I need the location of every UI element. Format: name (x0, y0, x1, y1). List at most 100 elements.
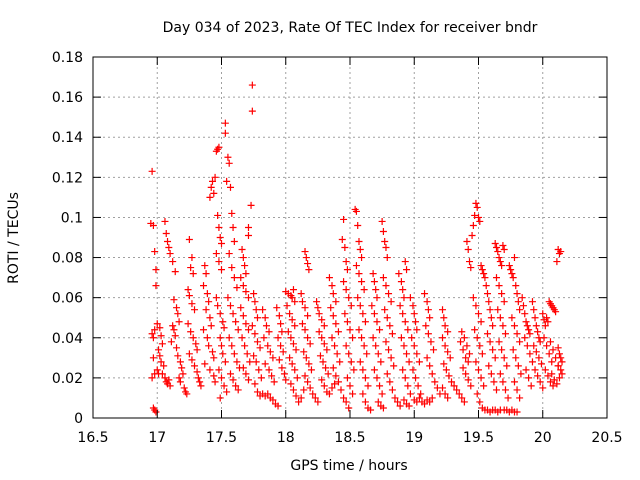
data-point (355, 238, 363, 246)
data-point (226, 183, 234, 191)
data-point (189, 334, 197, 342)
data-point (340, 215, 348, 223)
data-point (495, 338, 503, 346)
data-point (400, 294, 408, 302)
data-point (448, 378, 456, 386)
data-point (549, 382, 557, 390)
data-point (503, 362, 511, 370)
data-point (274, 402, 282, 410)
data-point (266, 348, 274, 356)
data-point (279, 348, 287, 356)
data-point (464, 358, 472, 366)
data-point (431, 378, 439, 386)
data-point (261, 360, 269, 368)
data-point (280, 370, 288, 378)
data-point (239, 312, 247, 320)
y-axis-ticks: 0 0.02 0.04 0.06 0.08 0.1 0.12 0.14 0.16 0.18 (52, 50, 607, 427)
data-point (514, 362, 522, 370)
data-point (155, 346, 163, 354)
data-point (156, 352, 164, 360)
data-point (149, 354, 157, 362)
data-point (399, 366, 407, 374)
data-point (358, 278, 366, 286)
data-point (153, 320, 161, 328)
data-point (209, 348, 217, 356)
data-point (359, 310, 367, 318)
data-point (541, 366, 549, 374)
data-point (516, 338, 524, 346)
data-point (304, 312, 312, 320)
data-point (301, 304, 309, 312)
data-point (558, 370, 566, 378)
data-point (311, 394, 319, 402)
data-point (545, 350, 553, 358)
data-point (386, 378, 394, 386)
data-point (496, 258, 504, 266)
data-point (541, 322, 549, 330)
data-point (180, 384, 188, 392)
data-point (302, 354, 310, 362)
data-point (191, 362, 199, 370)
data-point (355, 326, 363, 334)
data-point (247, 201, 255, 209)
data-point (450, 382, 458, 390)
data-point (328, 384, 336, 392)
data-point (234, 326, 242, 334)
data-point (543, 342, 551, 350)
data-point (498, 290, 506, 298)
data-point (209, 177, 217, 185)
data-point (489, 346, 497, 354)
data-point (490, 378, 498, 386)
data-point (210, 372, 218, 380)
data-point (230, 238, 238, 246)
data-point (205, 342, 213, 350)
data-point (239, 282, 247, 290)
data-point (406, 294, 414, 302)
data-point (218, 266, 225, 274)
data-point (278, 328, 286, 336)
data-point (535, 354, 543, 362)
data-point (302, 254, 310, 262)
data-point (527, 382, 535, 390)
data-point (499, 378, 507, 386)
data-point (509, 274, 517, 282)
data-point (530, 306, 538, 314)
data-point (352, 262, 360, 270)
grid-lines (93, 57, 607, 418)
data-point (546, 378, 554, 386)
data-point (160, 362, 168, 370)
data-point (329, 290, 337, 298)
data-point (298, 320, 306, 328)
data-point (405, 402, 413, 410)
data-point (165, 244, 173, 252)
data-point (229, 376, 237, 384)
data-point (238, 246, 246, 254)
data-point (485, 362, 493, 370)
data-point (336, 358, 344, 366)
data-point (275, 312, 283, 320)
data-point (174, 310, 182, 318)
data-point (152, 266, 160, 274)
data-point (525, 326, 533, 334)
data-point (486, 306, 494, 314)
data-point (203, 290, 211, 298)
data-point (161, 217, 169, 225)
data-point (428, 370, 436, 378)
data-point (347, 302, 355, 310)
data-point (215, 366, 223, 374)
data-point (352, 207, 360, 215)
data-point (221, 358, 229, 366)
data-point (460, 398, 468, 406)
data-point (458, 328, 466, 336)
data-point (473, 203, 481, 211)
data-point (193, 368, 201, 376)
data-point (373, 374, 381, 382)
data-point (201, 360, 209, 368)
data-point (242, 288, 250, 296)
data-point (325, 390, 333, 398)
data-point (508, 270, 516, 278)
data-point (360, 286, 368, 294)
data-point (405, 358, 413, 366)
data-point (202, 270, 210, 278)
data-point (304, 378, 312, 386)
